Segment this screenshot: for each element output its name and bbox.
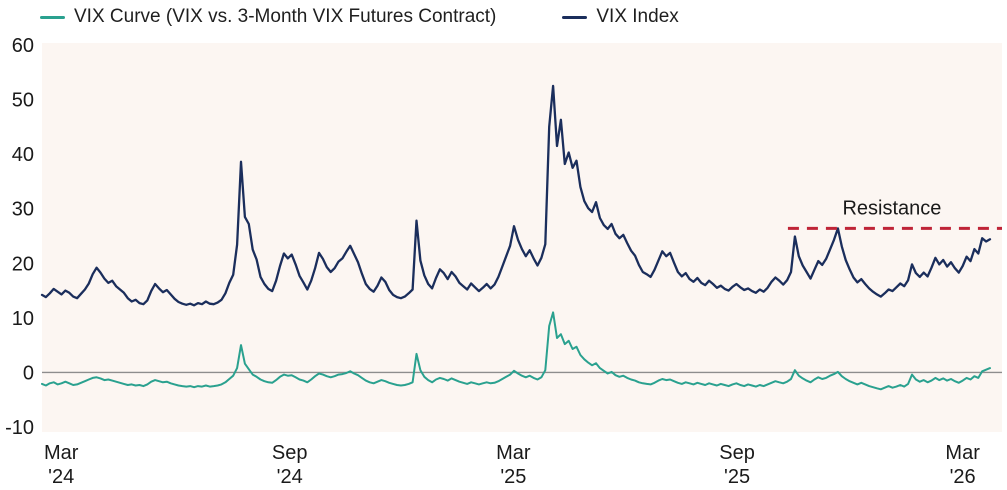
y-axis-tick-label: 0 xyxy=(23,362,34,384)
y-axis-tick-label: 10 xyxy=(12,308,34,330)
y-axis-tick-label: 40 xyxy=(12,144,34,166)
x-axis-tick-year-label: '25 xyxy=(500,466,526,488)
x-axis-tick-year-label: '24 xyxy=(48,466,74,488)
vix-curve-line xyxy=(41,311,991,391)
vix-index-line xyxy=(40,84,992,307)
y-axis-tick-label: 50 xyxy=(12,90,34,112)
plot-background xyxy=(42,43,1002,432)
chart-legend: VIX Curve (VIX vs. 3-Month VIX Futures C… xyxy=(40,6,679,28)
y-axis-tick-label: -10 xyxy=(5,417,34,439)
x-axis-tick-year-label: '25 xyxy=(724,466,750,488)
vix-curve-legend-label: VIX Curve (VIX vs. 3-Month VIX Futures C… xyxy=(74,6,497,27)
vix-index-legend-label: VIX Index xyxy=(596,6,679,27)
x-axis-tick-month-label: Mar xyxy=(945,442,980,464)
x-axis-tick-year-label: '26 xyxy=(950,466,976,488)
legend-item-vix-curve: VIX Curve (VIX vs. 3-Month VIX Futures C… xyxy=(40,6,496,28)
vix-curve-legend-marker-icon xyxy=(40,15,65,19)
x-axis-tick-month-label: Mar xyxy=(496,442,531,464)
x-axis-tick-month-label: Sep xyxy=(272,442,308,464)
x-axis-tick-year-label: '24 xyxy=(277,466,303,488)
y-axis-tick-label: 20 xyxy=(12,253,34,275)
y-axis-tick-label: 30 xyxy=(12,199,34,221)
x-axis-tick-month-label: Mar xyxy=(44,442,79,464)
y-axis-tick-label: 60 xyxy=(12,35,34,57)
legend-item-vix-index: VIX Index xyxy=(562,6,679,28)
x-axis-tick-month-label: Sep xyxy=(719,442,755,464)
vix-index-legend-marker-icon xyxy=(562,15,588,19)
resistance-label: Resistance xyxy=(842,197,941,219)
